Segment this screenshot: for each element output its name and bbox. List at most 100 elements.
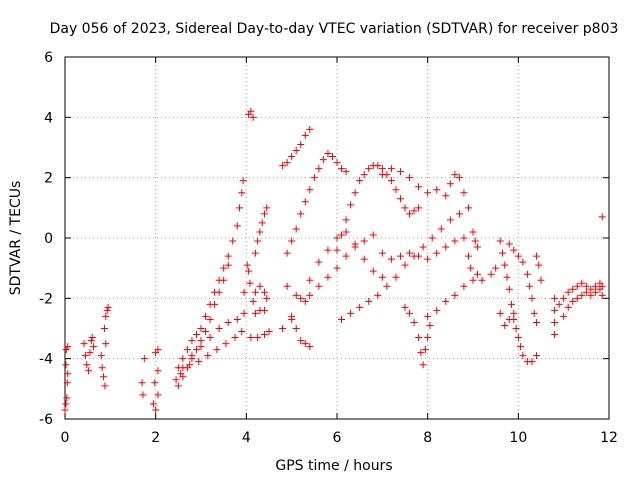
data-point	[63, 394, 71, 402]
data-point	[374, 162, 382, 170]
x-tick-label: 6	[333, 430, 342, 446]
data-point	[81, 352, 89, 360]
data-point	[86, 349, 94, 357]
data-point	[591, 282, 599, 290]
data-points	[61, 107, 606, 414]
data-point	[88, 334, 96, 342]
x-tick-label: 2	[151, 430, 160, 446]
data-point	[512, 325, 520, 332]
data-point	[306, 186, 314, 194]
data-point	[374, 291, 382, 299]
data-point	[501, 321, 509, 329]
data-point	[224, 252, 232, 260]
data-point	[551, 294, 559, 302]
data-point	[396, 252, 404, 260]
chart-title: Day 056 of 2023, Sidereal Day-to-day VTE…	[50, 21, 619, 37]
data-point	[469, 276, 477, 284]
data-point	[467, 264, 475, 272]
data-point	[220, 264, 228, 272]
data-point	[283, 159, 291, 167]
data-point	[446, 180, 454, 188]
data-point	[356, 177, 364, 185]
data-point	[378, 273, 386, 281]
data-point	[446, 216, 454, 224]
data-point	[292, 147, 300, 155]
data-point	[240, 288, 248, 296]
data-point	[451, 237, 459, 245]
x-axis-label: GPS time / hours	[275, 458, 392, 474]
data-point	[378, 165, 386, 173]
data-point	[251, 309, 259, 317]
data-point	[598, 291, 606, 299]
data-point	[551, 331, 559, 339]
data-point	[140, 355, 148, 363]
data-point	[179, 364, 187, 372]
data-point	[154, 346, 162, 354]
data-point	[324, 150, 332, 158]
data-point	[197, 325, 205, 332]
data-point	[378, 249, 386, 257]
data-point	[224, 318, 232, 326]
x-tick-label: 0	[61, 430, 70, 446]
data-point	[392, 186, 400, 194]
data-point	[587, 291, 595, 299]
data-point	[442, 297, 450, 305]
data-point	[249, 113, 257, 121]
data-point	[360, 237, 368, 245]
data-point	[369, 231, 377, 239]
data-point	[578, 279, 586, 287]
data-point	[301, 198, 309, 206]
data-point	[492, 264, 500, 272]
data-point	[523, 270, 531, 278]
data-point	[564, 288, 572, 296]
data-point	[292, 225, 300, 233]
data-point	[510, 309, 518, 317]
data-point	[188, 337, 196, 345]
data-point	[451, 291, 459, 299]
data-point	[245, 267, 253, 275]
data-point	[215, 288, 223, 296]
data-point	[464, 204, 472, 212]
data-point	[333, 234, 341, 242]
data-point	[297, 337, 305, 345]
data-point	[428, 234, 436, 242]
data-point	[315, 258, 323, 266]
data-point	[587, 285, 595, 293]
data-point	[474, 270, 482, 278]
data-point	[451, 171, 459, 179]
data-point	[297, 210, 305, 218]
data-point	[319, 156, 327, 164]
data-point	[487, 270, 495, 278]
data-point	[279, 325, 287, 332]
data-point	[387, 177, 395, 185]
data-point	[406, 249, 414, 257]
data-point	[396, 168, 404, 176]
data-point	[503, 273, 511, 281]
data-point	[254, 237, 262, 245]
data-point	[532, 352, 540, 360]
data-point	[410, 207, 418, 215]
data-point	[301, 297, 309, 305]
data-point	[415, 252, 423, 260]
data-point	[328, 153, 336, 161]
data-point	[333, 159, 341, 167]
data-point	[306, 291, 314, 299]
data-point	[206, 315, 214, 323]
data-point	[239, 177, 247, 185]
data-point	[342, 168, 350, 176]
data-point	[551, 306, 559, 314]
data-point	[351, 240, 359, 248]
data-point	[424, 255, 432, 263]
data-point	[442, 243, 450, 251]
data-point	[292, 291, 300, 299]
data-point	[64, 370, 72, 378]
data-point	[415, 183, 423, 191]
y-tick-label: -2	[39, 291, 53, 307]
data-point	[154, 367, 162, 375]
data-point	[83, 361, 91, 369]
data-point	[301, 131, 309, 139]
data-point	[265, 328, 273, 336]
data-point	[246, 279, 254, 287]
data-point	[406, 174, 414, 182]
data-point	[365, 165, 373, 173]
